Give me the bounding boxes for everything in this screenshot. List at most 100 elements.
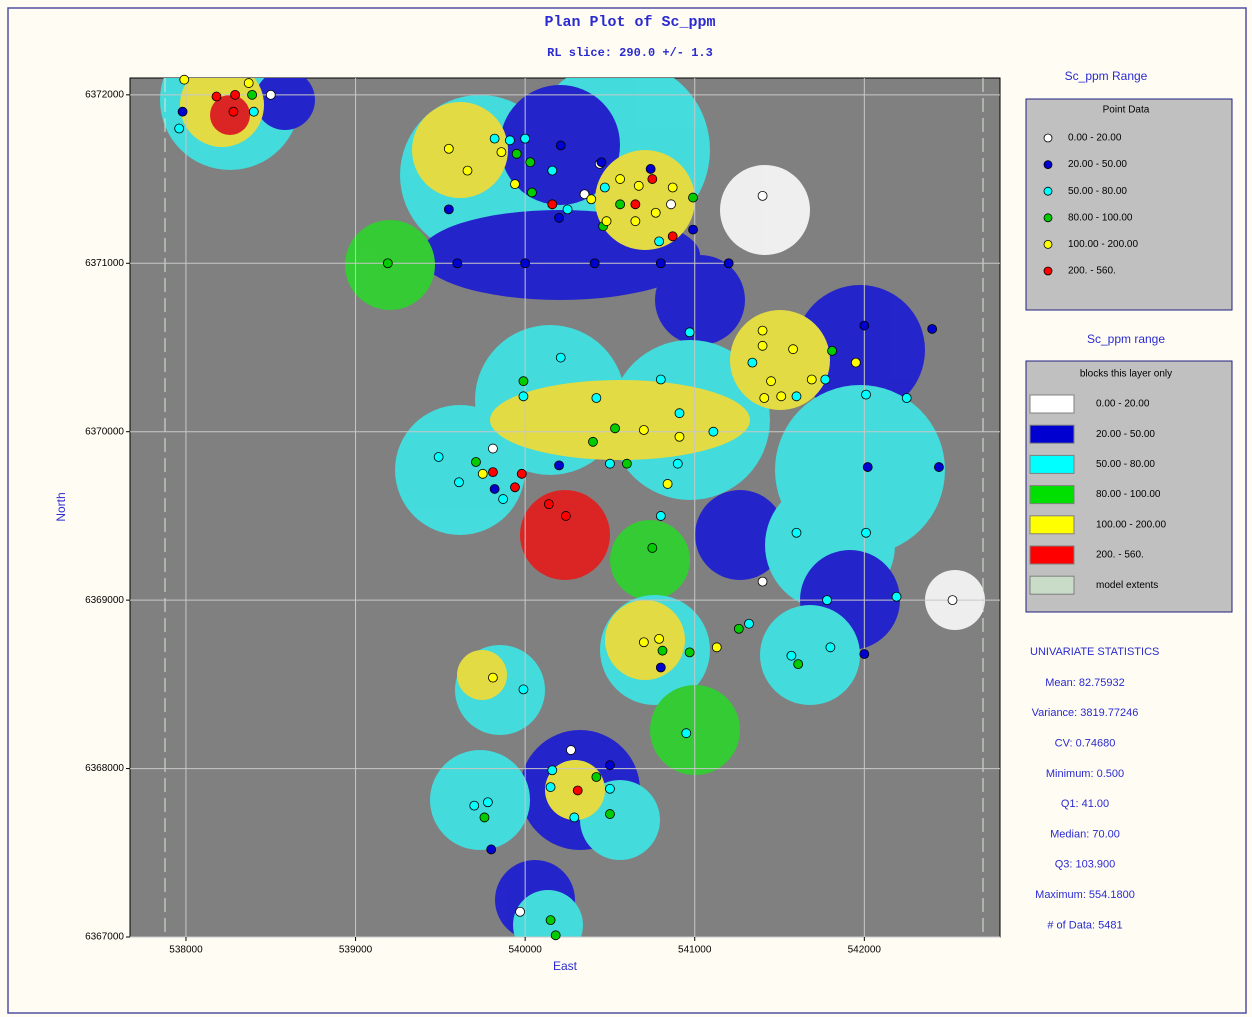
point — [655, 374, 666, 385]
point — [498, 494, 508, 504]
x-tick-label: 542000 — [848, 945, 882, 956]
point — [861, 389, 871, 400]
block-legend-label: 50.00 - 80.00 — [1096, 459, 1155, 470]
point — [822, 595, 832, 606]
legend-marker — [1043, 213, 1053, 223]
point — [645, 164, 656, 174]
block-region — [610, 520, 690, 600]
block-region — [395, 405, 525, 535]
stat-line: # of Data: 5481 — [1047, 919, 1122, 931]
point — [806, 374, 817, 385]
legend-title: Sc_ppm Range — [1065, 69, 1148, 83]
block-region — [730, 310, 830, 410]
point — [443, 143, 454, 154]
chart-subtitle: RL slice: 290.0 +/- 1.3 — [547, 46, 713, 60]
block-model — [160, 78, 985, 937]
point — [757, 340, 768, 351]
point — [591, 772, 602, 782]
block-legend-swatch — [1029, 545, 1075, 565]
grid — [130, 78, 1000, 938]
point — [547, 765, 558, 776]
point — [650, 207, 661, 218]
point — [667, 231, 678, 242]
point — [520, 133, 531, 144]
point — [454, 477, 464, 488]
point — [820, 374, 831, 385]
legend-marker — [1043, 160, 1053, 170]
point — [615, 174, 626, 184]
x-tick-label: 539000 — [339, 945, 373, 956]
point — [486, 844, 497, 855]
point — [596, 157, 607, 168]
point — [248, 106, 259, 117]
block-legend-swatch — [1029, 575, 1075, 595]
point — [247, 89, 258, 100]
legend-marker — [1043, 186, 1053, 196]
point — [791, 527, 802, 538]
point — [518, 391, 529, 402]
point — [757, 191, 768, 201]
point — [681, 728, 692, 739]
stat-line: Mean: 82.75932 — [1045, 677, 1125, 689]
point — [510, 482, 520, 493]
point — [471, 457, 481, 467]
point — [934, 462, 944, 472]
y-tick-label: 6370000 — [85, 426, 124, 437]
point — [554, 212, 564, 223]
point — [601, 216, 612, 227]
point — [589, 258, 600, 269]
block-region — [430, 750, 530, 850]
point — [605, 458, 615, 469]
point — [666, 199, 676, 210]
block-region — [520, 490, 610, 580]
point — [638, 637, 649, 648]
block-legend-swatch — [1029, 485, 1075, 505]
chart-title: Plan Plot of Sc_ppm — [544, 14, 715, 31]
point — [747, 357, 758, 368]
block-legend-swatch — [1029, 454, 1075, 474]
x-tick-label: 538000 — [169, 945, 203, 956]
block-legend-label: model extents — [1096, 580, 1158, 591]
point — [862, 462, 873, 472]
block-region — [255, 78, 315, 130]
point — [433, 452, 444, 462]
point — [605, 809, 615, 819]
point — [723, 258, 734, 269]
point — [560, 511, 571, 521]
point — [684, 327, 695, 338]
legend-box — [1025, 98, 1233, 311]
point — [744, 618, 754, 629]
point — [174, 123, 185, 134]
point — [786, 650, 797, 661]
legend-label: 200. - 560. — [1068, 266, 1116, 277]
point — [477, 468, 488, 479]
y-tick-label: 6367000 — [85, 932, 124, 943]
point — [520, 258, 531, 269]
point — [518, 684, 529, 695]
legend-label: 50.00 - 80.00 — [1068, 186, 1127, 197]
block-region — [655, 255, 745, 345]
point — [516, 468, 527, 479]
block-legend-swatch — [1029, 394, 1075, 414]
block-region — [412, 102, 508, 198]
point — [793, 659, 804, 670]
stat-line: CV: 0.74680 — [1055, 738, 1116, 750]
point — [776, 391, 787, 402]
point — [462, 165, 473, 176]
block-legend-label: 0.00 - 20.00 — [1096, 399, 1150, 410]
point — [488, 467, 498, 478]
point — [672, 458, 683, 469]
point — [859, 649, 870, 659]
point — [605, 783, 615, 794]
block-legend-label: 80.00 - 100.00 — [1096, 489, 1161, 500]
point — [588, 436, 598, 447]
point — [605, 760, 615, 771]
point — [647, 543, 658, 553]
point — [469, 800, 480, 811]
point — [655, 662, 666, 673]
block-legend-title: Sc_ppm range — [1087, 332, 1165, 346]
legend-label: 0.00 - 20.00 — [1068, 133, 1122, 144]
point — [443, 204, 454, 215]
point — [586, 194, 597, 205]
